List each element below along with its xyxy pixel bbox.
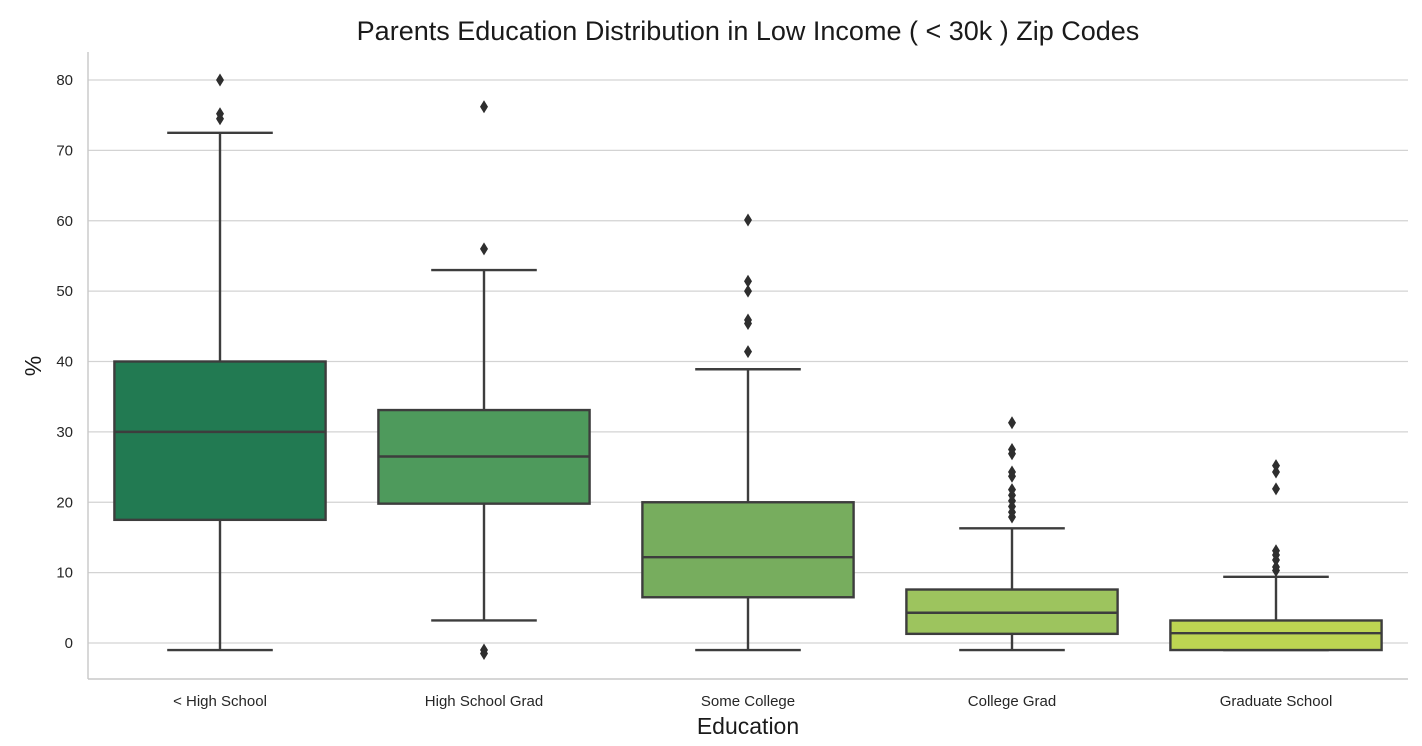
outlier-point (1008, 416, 1016, 430)
y-tick-label: 60 (56, 213, 73, 230)
iqr-box (641, 501, 855, 599)
outlier-point (216, 73, 224, 87)
outlier-point (480, 242, 488, 256)
outlier-point (1272, 560, 1280, 574)
axes: 0 10 20 30 40 50 60 70 80 < High School High Schoo… (56, 52, 1408, 710)
outlier-point (216, 107, 224, 121)
y-tick-label: 30 (56, 424, 73, 441)
x-tick-label: Graduate School (1220, 693, 1333, 710)
outlier-point (1008, 465, 1016, 479)
y-axis-title: % (20, 356, 46, 376)
y-tick-label: 20 (56, 494, 73, 511)
outlier-point (480, 647, 488, 661)
x-tick-label: Some College (701, 693, 795, 710)
outlier-point (744, 284, 752, 298)
iqr-box (1169, 619, 1383, 652)
box-group (113, 73, 327, 652)
x-tick-label: College Grad (968, 693, 1056, 710)
outlier-point (480, 100, 488, 114)
outlier-point (1008, 442, 1016, 456)
boxes-layer (113, 73, 1383, 661)
outlier-point (1008, 483, 1016, 497)
box-group (905, 416, 1119, 652)
outlier-point (1272, 482, 1280, 496)
y-tick-label: 50 (56, 283, 73, 300)
box-group (1169, 459, 1383, 652)
y-tick-label: 70 (56, 142, 73, 159)
x-tick-label: High School Grad (425, 693, 543, 710)
y-tick-label: 10 (56, 565, 73, 582)
outlier-point (744, 313, 752, 327)
chart-title: Parents Education Distribution in Low In… (357, 16, 1140, 46)
box-group (641, 213, 855, 652)
outlier-point (744, 274, 752, 288)
y-tick-label: 40 (56, 354, 73, 371)
y-tick-label: 0 (65, 635, 73, 652)
outlier-point (1272, 459, 1280, 473)
y-tick-label: 80 (56, 72, 73, 89)
outlier-point (1272, 544, 1280, 558)
outlier-point (744, 345, 752, 359)
x-axis-title: Education (697, 713, 799, 739)
x-tick-label: < High School (173, 693, 267, 710)
iqr-box (113, 360, 327, 522)
box-group (377, 100, 591, 661)
outlier-point (744, 213, 752, 227)
